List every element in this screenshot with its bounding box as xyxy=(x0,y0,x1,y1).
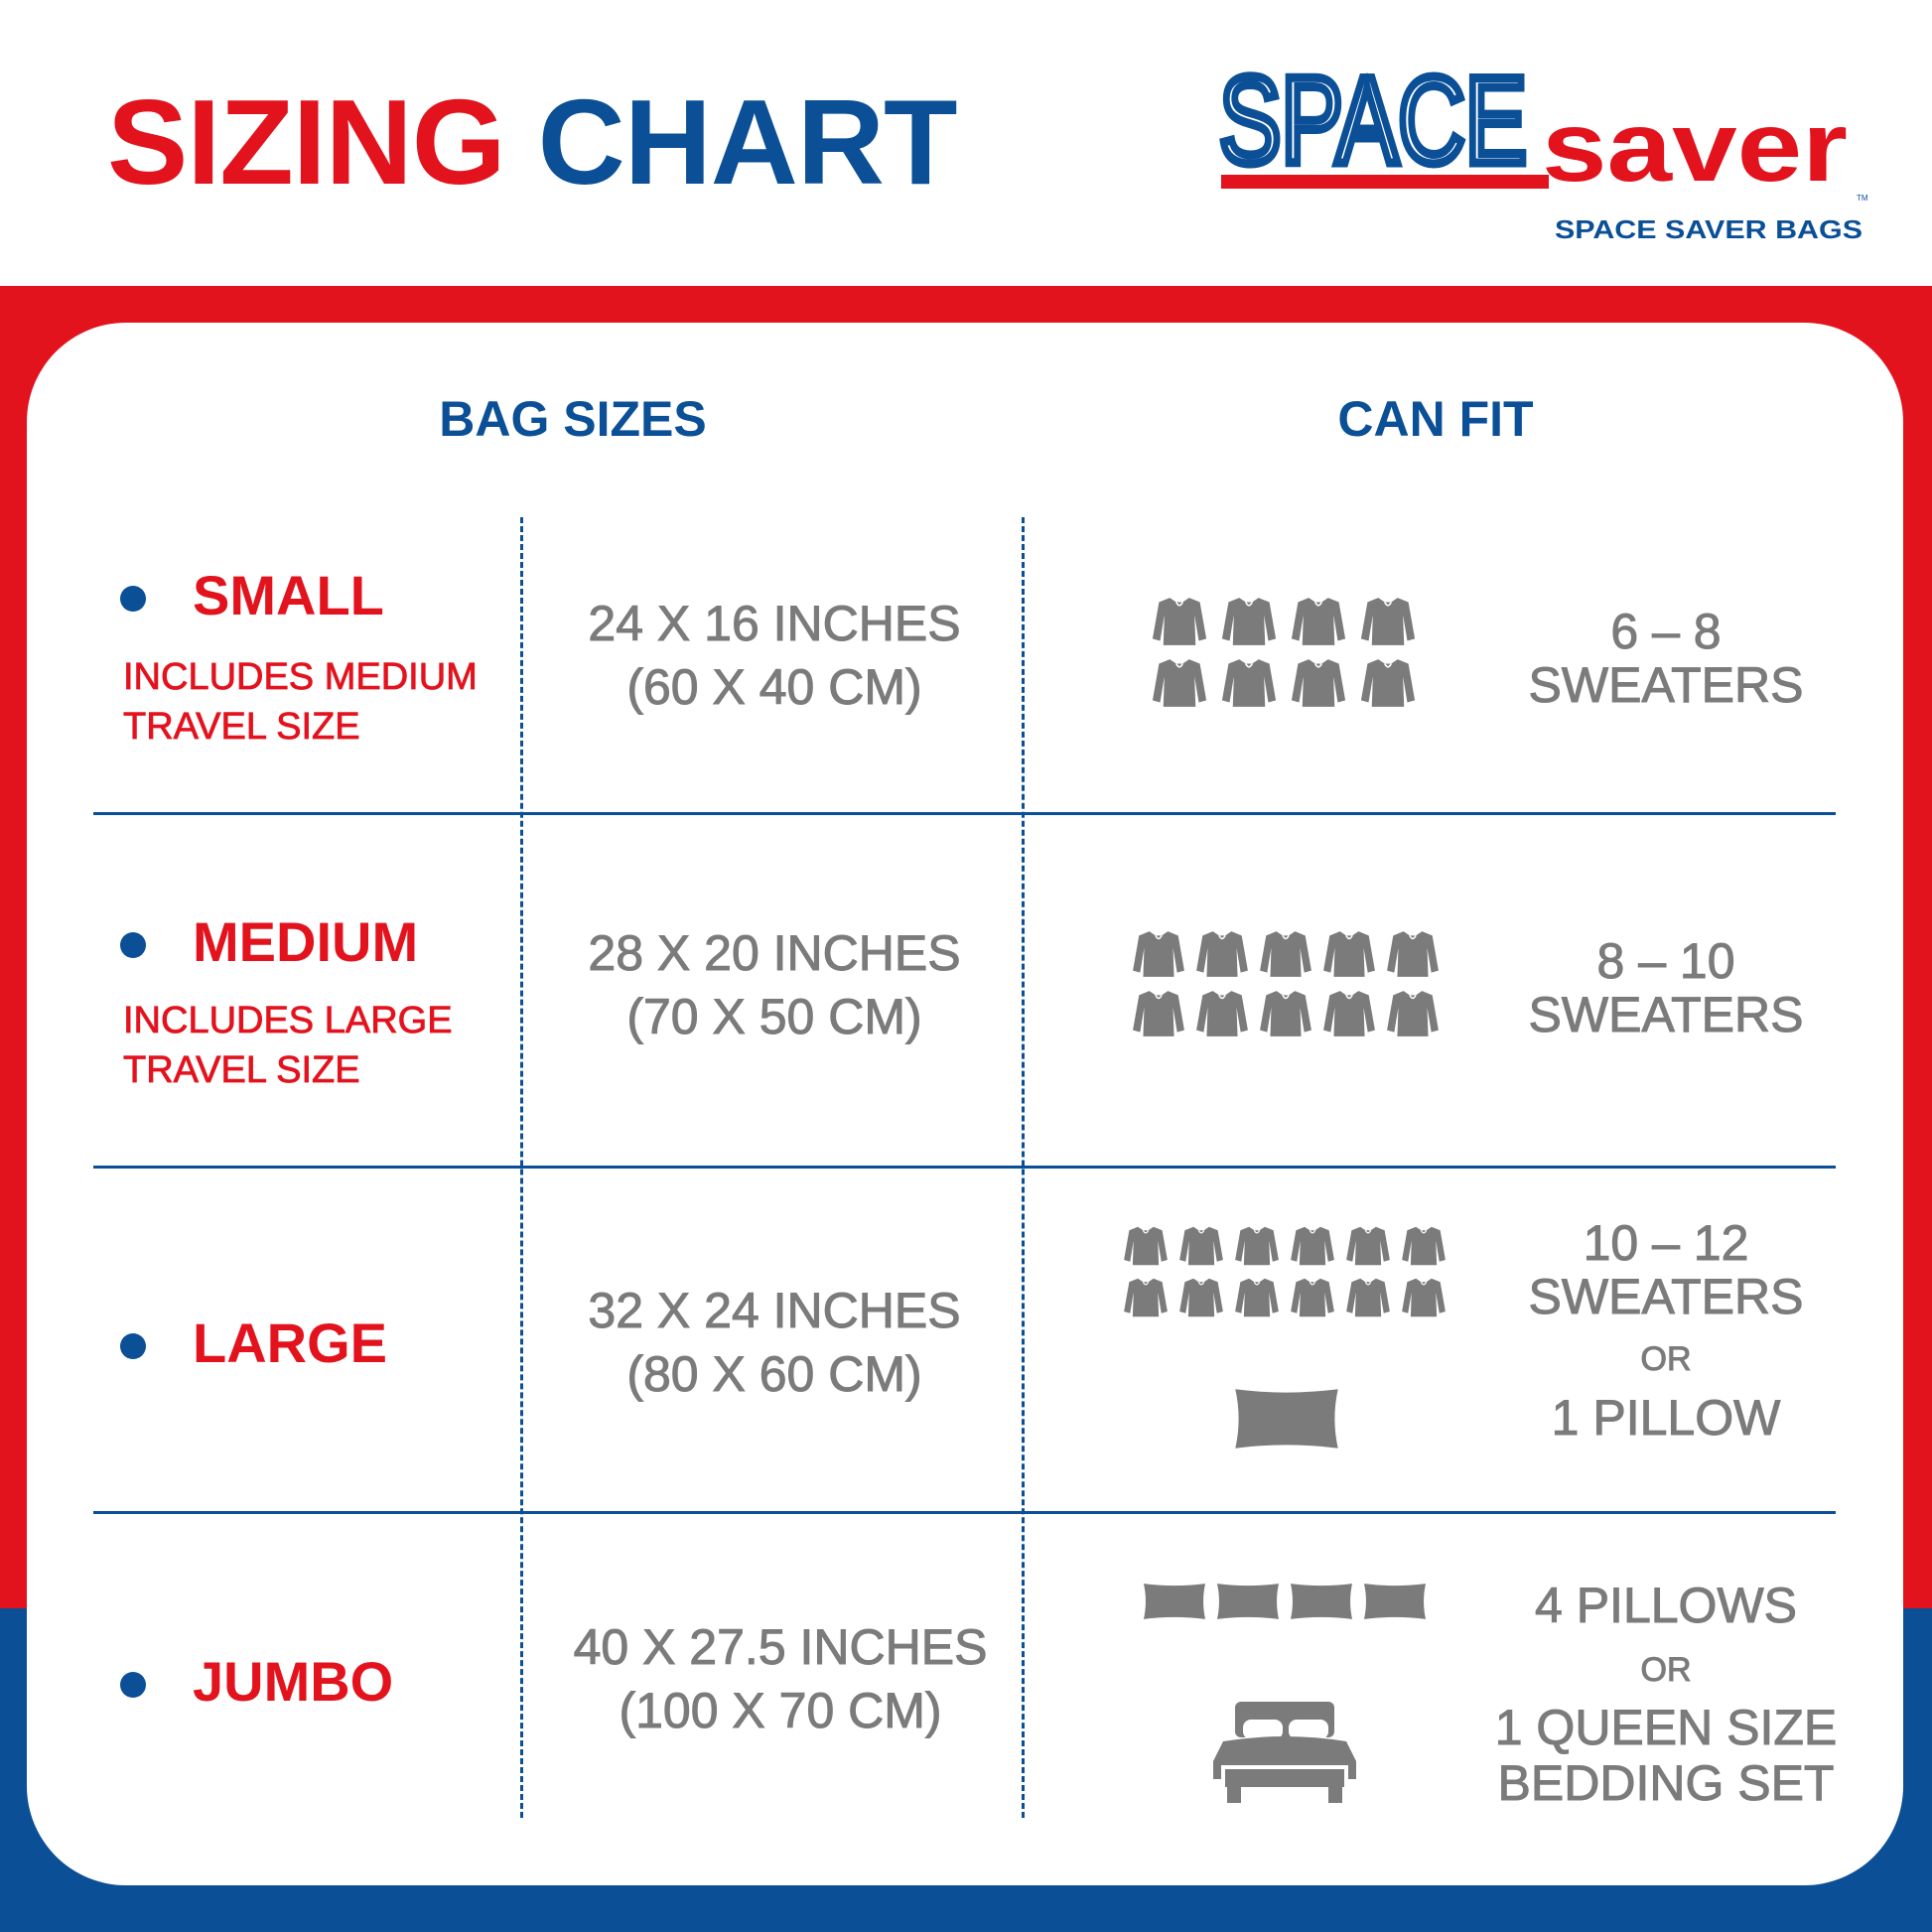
sizing-table-card xyxy=(27,323,1903,1885)
size-inches: 40 X 27.5 INCHES xyxy=(573,1619,988,1675)
sweater-icon xyxy=(1124,1278,1168,1317)
sweater-icon xyxy=(1323,931,1375,977)
pillow-icon xyxy=(1216,1584,1280,1619)
sweater-icon xyxy=(1235,1278,1279,1317)
title-sizing: SIZING xyxy=(107,74,506,209)
space-saver-logo: SPACE saver TM SPACE SAVER BAGS xyxy=(1219,64,1868,244)
sweater-icon xyxy=(1152,659,1207,707)
row-divider xyxy=(93,1511,1836,1514)
sweater-icon xyxy=(1133,991,1184,1036)
fit-line: SWEATERS xyxy=(1528,657,1804,713)
fit-line: SWEATERS xyxy=(1528,987,1804,1042)
size-cm: (70 X 50 CM) xyxy=(626,989,922,1044)
row-divider xyxy=(93,812,1836,815)
sweater-icon xyxy=(1387,991,1439,1036)
sweater-icon xyxy=(1221,659,1277,707)
sweater-icon xyxy=(1360,598,1416,645)
logo-tagline: SPACE SAVER BAGS xyxy=(1555,214,1863,244)
bullet-icon xyxy=(120,932,146,958)
bag-note-line: INCLUDES MEDIUM xyxy=(123,656,479,699)
fit-line: 4 PILLOWS xyxy=(1535,1578,1798,1633)
sweater-icon xyxy=(1260,931,1311,977)
bag-name: MEDIUM xyxy=(193,910,419,973)
pillow-icon xyxy=(1290,1584,1353,1619)
bag-name: JUMBO xyxy=(193,1650,394,1713)
pillow-icon xyxy=(1143,1584,1206,1619)
bullet-icon xyxy=(120,1333,146,1359)
bullet-icon xyxy=(120,586,146,612)
sweater-icon xyxy=(1360,659,1416,707)
size-cm: (60 X 40 CM) xyxy=(626,659,922,715)
fit-line: SWEATERS xyxy=(1528,1269,1804,1324)
sweater-icon xyxy=(1323,991,1375,1036)
logo-tm: TM xyxy=(1857,194,1868,203)
sweater-icon xyxy=(1124,1226,1168,1266)
fit-line: BEDDING SET xyxy=(1497,1755,1835,1811)
title-chart: CHART xyxy=(537,74,958,209)
page-title: SIZING CHART xyxy=(107,74,958,209)
bag-name: SMALL xyxy=(193,564,384,626)
sweater-icon xyxy=(1402,1226,1446,1266)
sweater-icon xyxy=(1291,598,1346,645)
sweater-icon xyxy=(1221,598,1277,645)
sweater-icon xyxy=(1291,1278,1334,1317)
sweater-icon xyxy=(1179,1226,1223,1266)
sweater-icon xyxy=(1152,598,1207,645)
sweater-icon xyxy=(1196,991,1248,1036)
bullet-icon xyxy=(120,1672,146,1698)
pillow-icon xyxy=(1363,1584,1427,1619)
column-header-bag-sizes: BAG SIZES xyxy=(439,391,707,447)
row-divider xyxy=(93,1166,1836,1169)
fit-line: 1 QUEEN SIZE xyxy=(1494,1700,1838,1755)
size-cm: (80 X 60 CM) xyxy=(626,1346,922,1402)
fit-line: 8 – 10 xyxy=(1596,933,1735,989)
sweater-icon xyxy=(1291,1226,1334,1266)
sweater-icon xyxy=(1346,1278,1390,1317)
bag-name: LARGE xyxy=(193,1311,387,1374)
sweater-icon xyxy=(1260,991,1311,1036)
size-inches: 28 X 20 INCHES xyxy=(588,925,961,981)
logo-space-word: SPACE xyxy=(1219,64,1527,190)
bag-note-line: TRAVEL SIZE xyxy=(123,1049,360,1092)
bag-note-line: TRAVEL SIZE xyxy=(123,706,360,749)
bag-note-line: INCLUDES LARGE xyxy=(123,1000,453,1042)
sweater-icon xyxy=(1235,1226,1279,1266)
fit-line: 1 PILLOW xyxy=(1551,1390,1781,1446)
logo-saver-word: saver xyxy=(1542,91,1848,203)
pillow-icon xyxy=(1235,1389,1338,1449)
fit-or: OR xyxy=(1640,1340,1692,1379)
sweater-icon xyxy=(1196,931,1248,977)
fit-or: OR xyxy=(1640,1651,1692,1690)
sweater-icon xyxy=(1179,1278,1223,1317)
sweater-icon xyxy=(1291,659,1346,707)
sweater-icon xyxy=(1387,931,1439,977)
size-inches: 32 X 24 INCHES xyxy=(588,1283,961,1338)
size-cm: (100 X 70 CM) xyxy=(619,1683,942,1738)
fit-line: 10 – 12 xyxy=(1583,1215,1749,1271)
bed-icon xyxy=(1213,1702,1356,1803)
sweater-icon xyxy=(1346,1226,1390,1266)
column-header-can-fit: CAN FIT xyxy=(1337,391,1534,447)
sweater-icon xyxy=(1402,1278,1446,1317)
logo-underline xyxy=(1221,175,1549,189)
sweater-icon xyxy=(1133,931,1184,977)
size-inches: 24 X 16 INCHES xyxy=(588,596,961,651)
fit-line: 6 – 8 xyxy=(1610,604,1722,659)
